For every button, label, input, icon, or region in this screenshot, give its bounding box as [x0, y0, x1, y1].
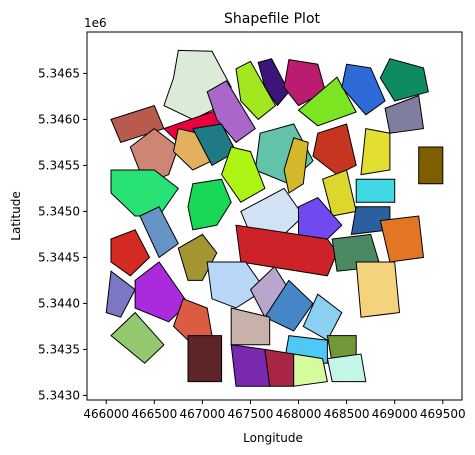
field-polygon	[297, 76, 357, 127]
x-axis-ticks: 466000 466500 467000 467500 468000 468500 4690…	[83, 400, 466, 421]
field-polygon	[187, 178, 232, 231]
field-polygon	[264, 348, 295, 387]
x-tick-label: 466000	[83, 407, 129, 421]
y-tick-label: 5.3435	[38, 342, 80, 356]
field-polygon	[326, 353, 367, 383]
y-tick-label: 5.3450	[38, 204, 80, 218]
x-tick-label: 468500	[324, 407, 370, 421]
field-polygon	[206, 261, 266, 309]
y-tick-label: 5.3460	[38, 112, 80, 126]
y-tick-label: 5.3465	[38, 66, 80, 80]
field-polygon	[105, 270, 136, 318]
field-polygon	[235, 224, 338, 277]
field-polygon	[360, 128, 391, 176]
x-tick-label: 468000	[276, 407, 322, 421]
field-polygon	[264, 279, 314, 332]
field-polygon	[341, 63, 386, 116]
field-polygon	[235, 60, 277, 121]
y-tick-label: 5.3445	[38, 250, 80, 264]
field-polygon	[384, 94, 425, 134]
field-polygon	[206, 80, 256, 144]
field-polygon	[293, 353, 328, 387]
axes-frame	[86, 31, 463, 401]
field-polygon	[355, 178, 396, 203]
y-offset-label: 1e6	[84, 16, 107, 30]
field-polygon	[379, 215, 425, 263]
y-axis-ticks: 5.3430 5.3435 5.3440 5.3445 5.3450 5.3455 5.34…	[38, 66, 87, 402]
field-polygon	[355, 261, 401, 318]
y-axis-label: Latitude	[9, 191, 23, 240]
x-tick-label: 469500	[420, 407, 466, 421]
polygon-layer	[105, 49, 444, 387]
field-polygon	[221, 146, 266, 203]
x-axis-label: Longitude	[243, 431, 303, 445]
field-polygon	[110, 229, 151, 277]
x-tick-label: 467000	[179, 407, 225, 421]
x-tick-label: 466500	[131, 407, 177, 421]
field-polygon	[139, 206, 179, 259]
x-tick-label: 467500	[228, 407, 274, 421]
field-polygon	[302, 293, 343, 341]
field-polygon	[110, 311, 165, 364]
field-polygon	[257, 58, 290, 107]
y-tick-label: 5.3455	[38, 158, 80, 172]
field-polygon	[283, 137, 309, 194]
x-tick-label: 469000	[372, 407, 418, 421]
field-polygon	[379, 58, 429, 102]
field-polygon	[418, 146, 444, 185]
y-tick-label: 5.3440	[38, 296, 80, 310]
field-polygon	[187, 335, 223, 383]
field-polygon	[230, 344, 271, 387]
field-polygon	[298, 196, 343, 245]
chart-title: Shapefile Plot	[224, 11, 321, 27]
field-polygon	[230, 307, 271, 346]
y-tick-label: 5.3430	[38, 388, 80, 402]
